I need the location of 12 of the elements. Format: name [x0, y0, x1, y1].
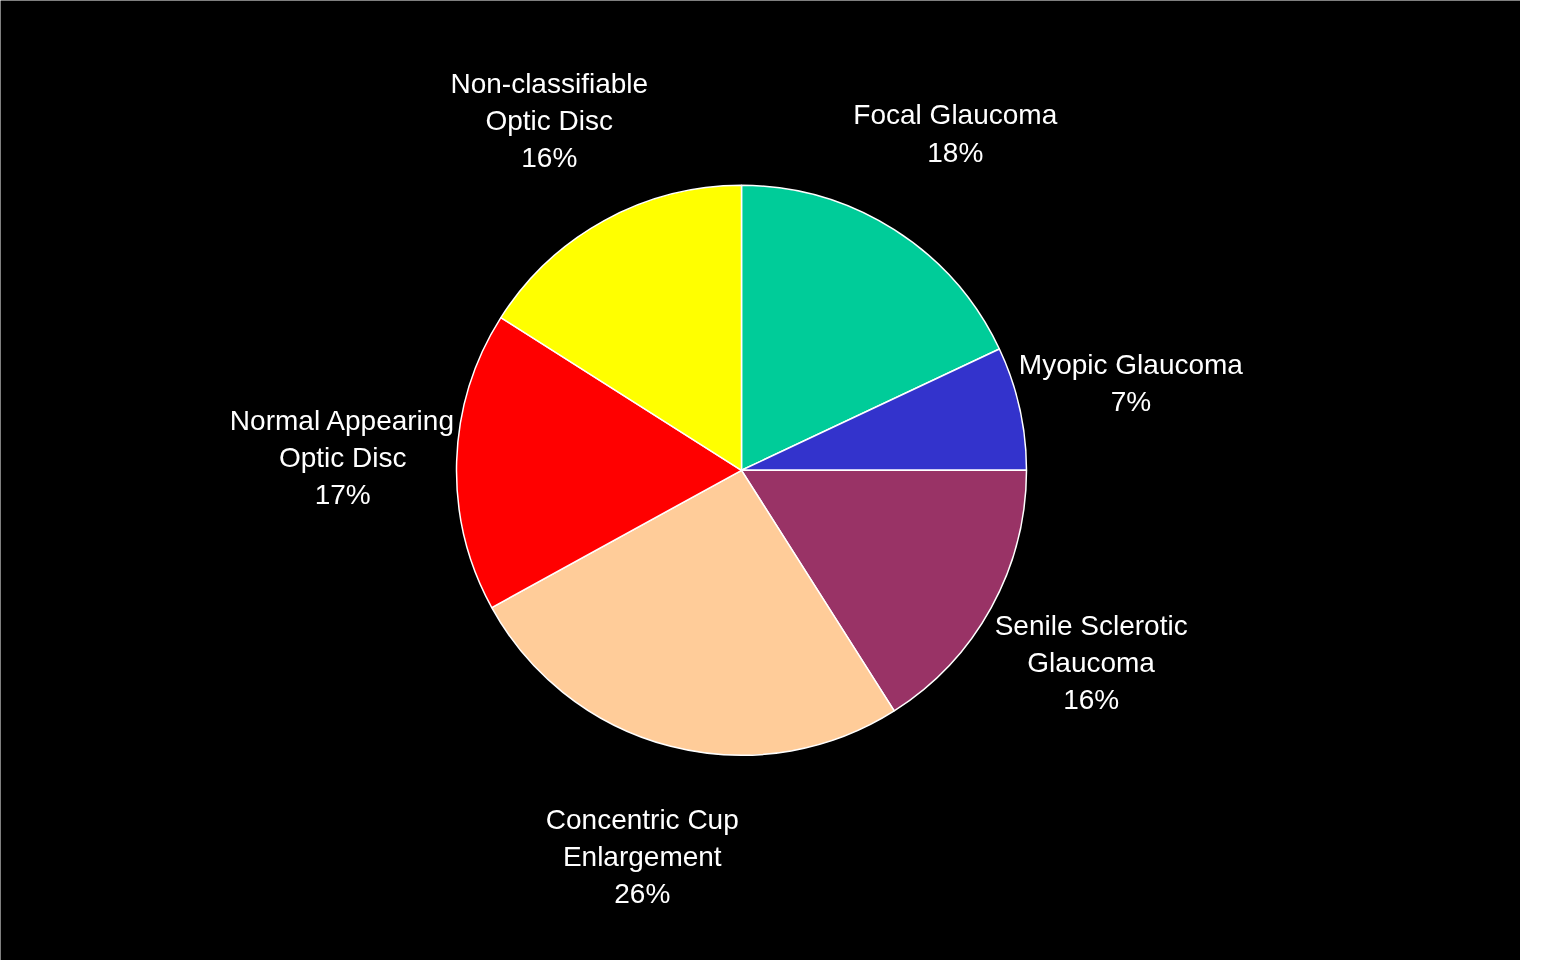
- slice-label: Non-classifiable Optic Disc: [450, 67, 649, 137]
- data-label: 17%: [314, 479, 371, 511]
- slice-label: Myopic Glaucoma: [1018, 349, 1244, 381]
- data-label: 18%: [927, 136, 984, 168]
- slice-label: Normal Appearing Optic Disc: [229, 405, 454, 474]
- data-label: 16%: [521, 142, 578, 174]
- data-label: 26%: [614, 878, 671, 910]
- data-label: 16%: [1063, 684, 1120, 716]
- slice-label: Focal Glaucoma: [853, 99, 1058, 131]
- slice-label: Concentric Cup Enlargement: [545, 804, 739, 873]
- data-label: 7%: [1110, 386, 1152, 418]
- slice-label: Senile Sclerotic Glaucoma: [994, 609, 1188, 679]
